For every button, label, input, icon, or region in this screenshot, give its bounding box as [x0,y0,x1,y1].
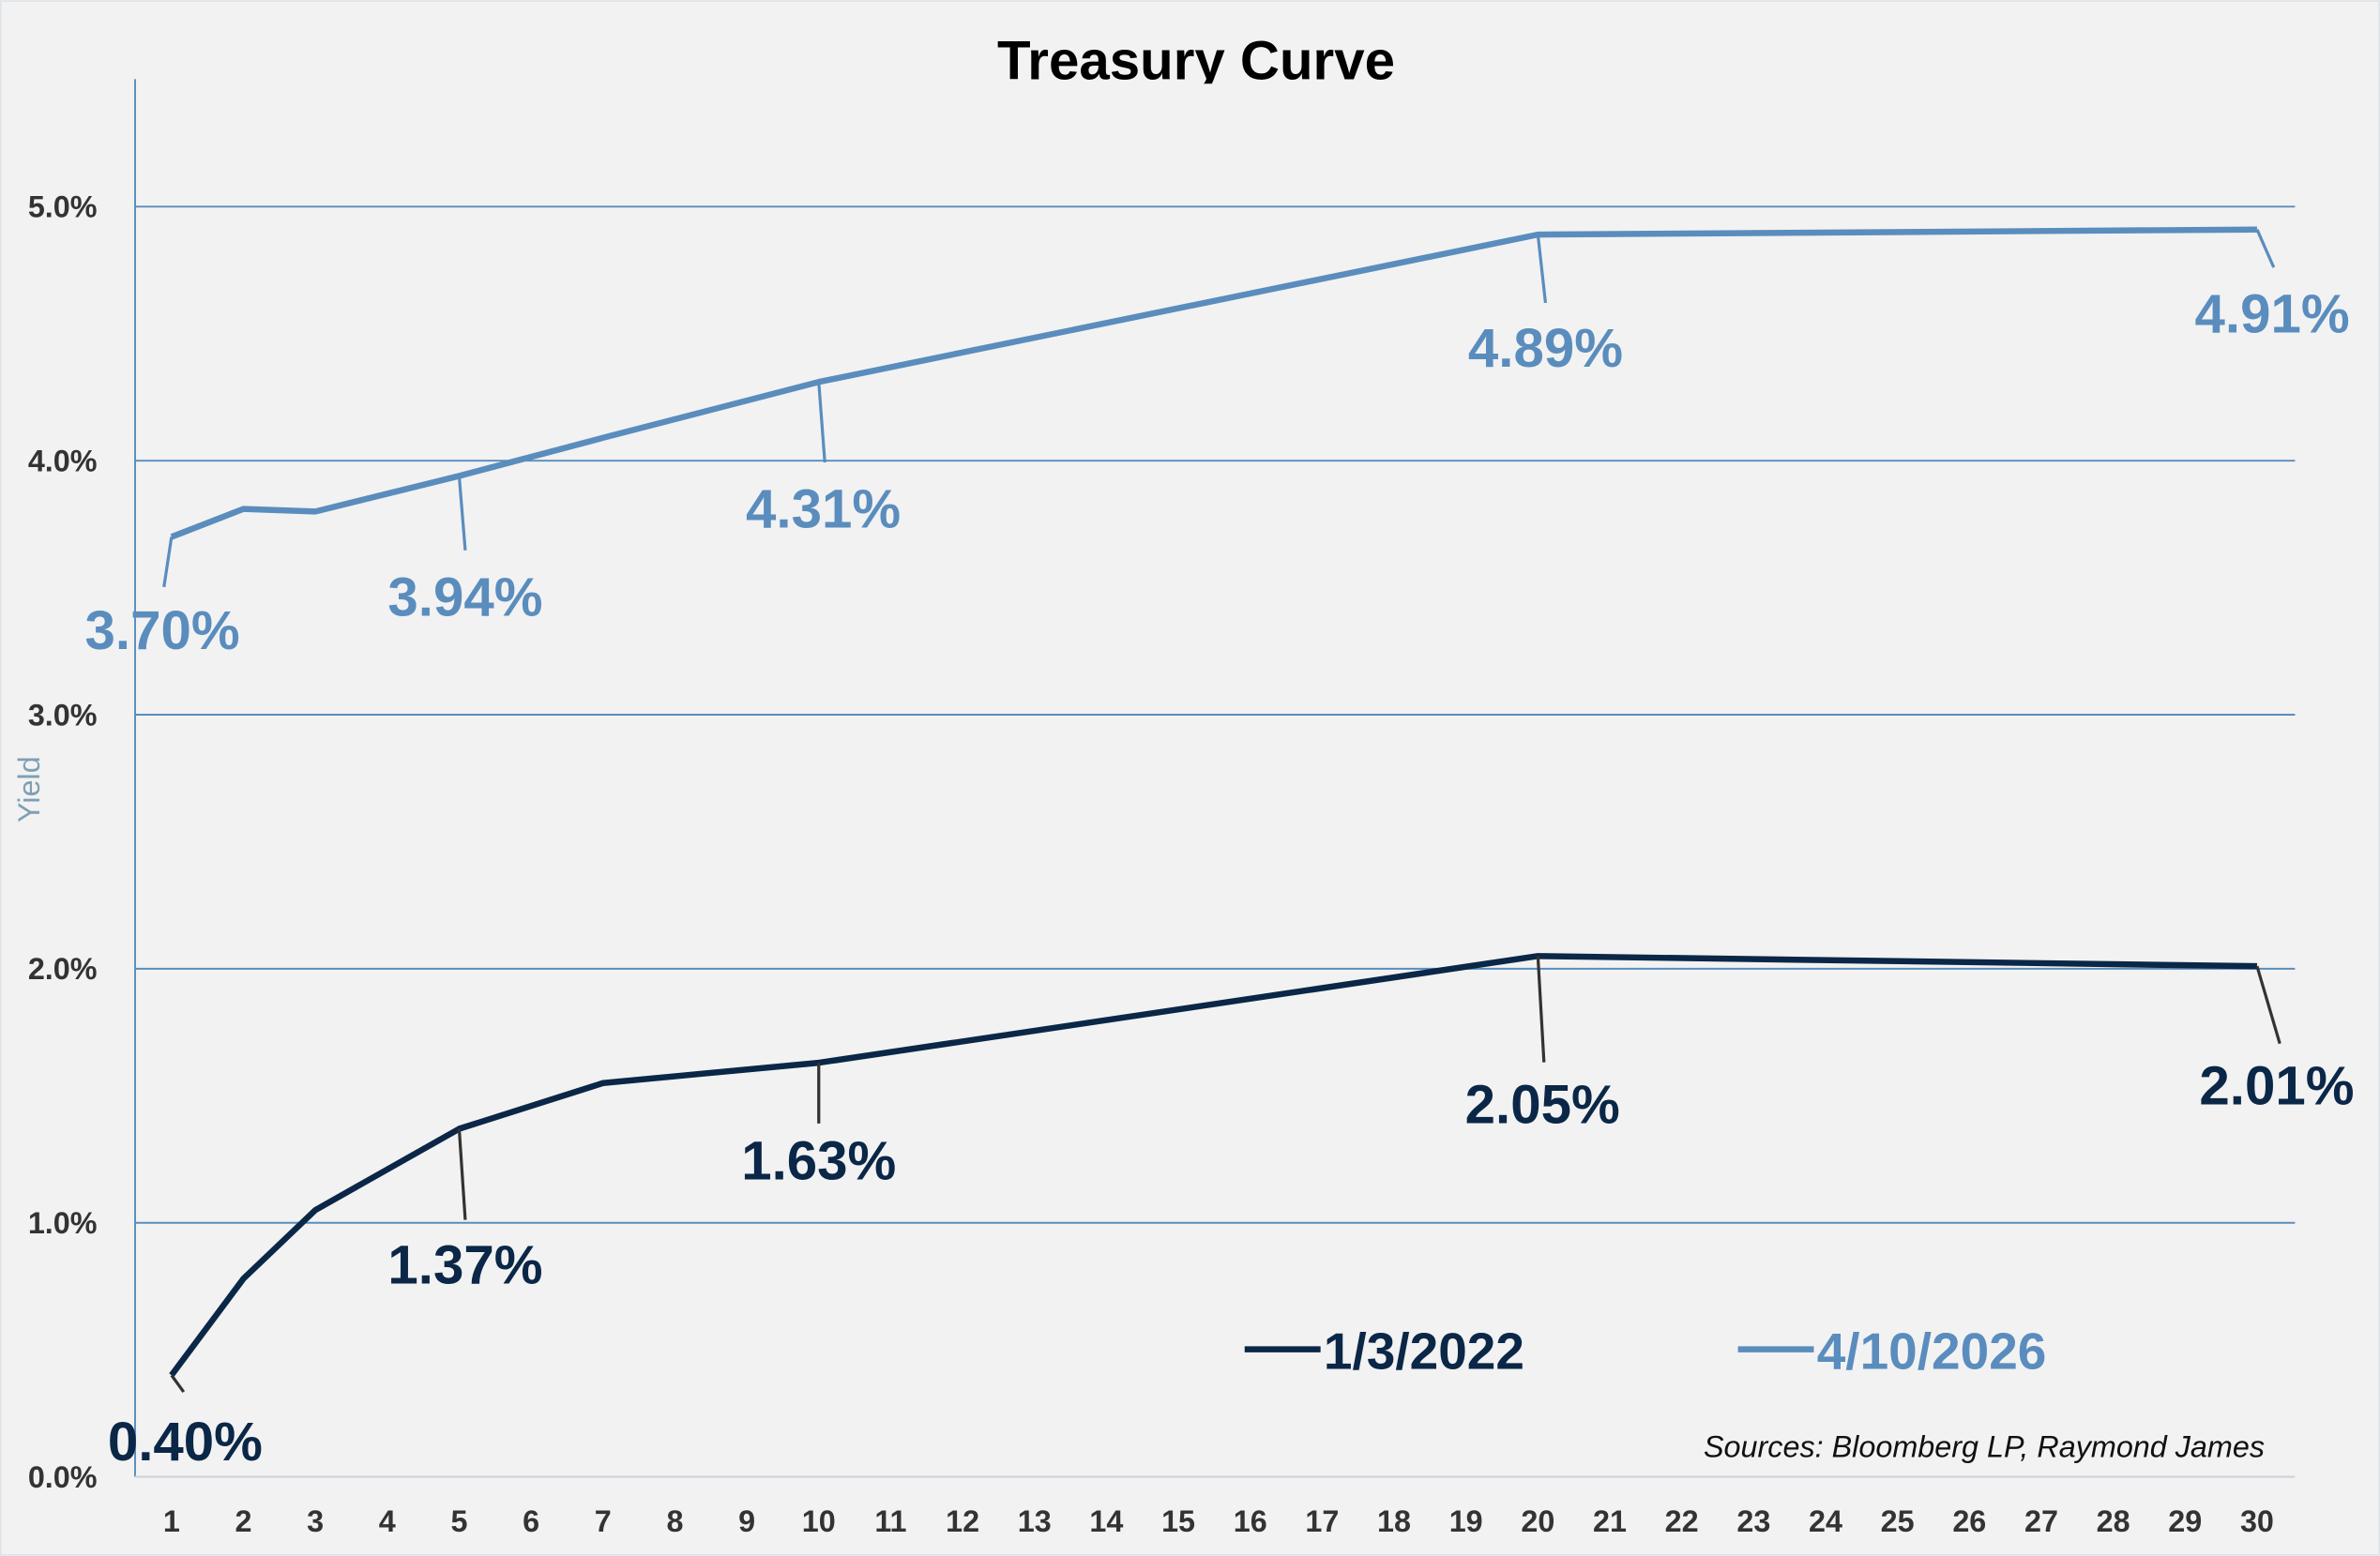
x-tick-label: 2 [235,1504,251,1538]
label-leader-line [817,382,826,463]
label-leader-line [2255,965,2281,1045]
x-tick-label: 17 [1305,1504,1339,1538]
series-line-2022 [169,953,2257,1378]
x-tick-label: 8 [666,1504,683,1538]
x-tick-label: 10 [802,1504,836,1538]
x-tick-label: 30 [2240,1504,2274,1538]
data-label: 2.05% [1465,1074,1620,1135]
label-leader-line [170,1374,186,1393]
x-tick-label: 13 [1018,1504,1052,1538]
label-leader-line [1536,234,1548,304]
data-label: 4.31% [746,479,901,540]
x-tick-label: 23 [1736,1504,1770,1538]
x-tick-label: 7 [595,1504,612,1538]
x-tick-label: 5 [450,1504,467,1538]
y-tick-label: 1.0% [28,1206,98,1240]
data-label: 3.70% [85,600,240,661]
x-tick-label: 14 [1089,1504,1123,1538]
chart-title: Treasury Curve [997,30,1395,91]
x-tick-label: 15 [1161,1504,1195,1538]
label-leader-line [457,476,467,551]
legend-label: 4/10/2026 [1817,1322,2047,1381]
label-leader-line [457,1128,467,1220]
series-line-2026 [170,226,2257,540]
data-label: 1.63% [741,1131,896,1192]
x-tick-label: 9 [738,1504,755,1538]
x-tick-label: 25 [1881,1504,1915,1538]
y-tick-label: 3.0% [28,698,98,732]
x-tick-label: 3 [307,1504,324,1538]
label-leader-line [162,536,174,588]
y-tick-label: 0.0% [28,1460,98,1494]
data-label: 4.91% [2195,284,2350,345]
data-label: 0.40% [108,1412,263,1473]
x-tick-label: 18 [1377,1504,1411,1538]
x-tick-label: 20 [1521,1504,1554,1538]
legend-label: 1/3/2022 [1324,1322,1524,1381]
x-tick-label: 19 [1449,1504,1483,1538]
x-tick-label: 22 [1665,1504,1699,1538]
x-tick-label: 27 [2024,1504,2058,1538]
x-tick-label: 4 [379,1504,396,1538]
x-tick-label: 24 [1809,1504,1842,1538]
x-tick-label: 12 [946,1504,979,1538]
y-tick-label: 4.0% [28,445,98,478]
y-tick-label: 2.0% [28,952,98,986]
data-label: 2.01% [2199,1055,2354,1116]
x-tick-label: 11 [874,1504,906,1538]
x-tick-label: 26 [1952,1504,1986,1538]
x-tick-label: 1 [163,1504,180,1538]
x-tick-label: 6 [523,1504,539,1538]
x-tick-label: 28 [2097,1504,2130,1538]
x-tick-label: 29 [2168,1504,2202,1538]
label-leader-line [2255,229,2276,268]
data-label: 3.94% [387,567,542,627]
y-tick-label: 5.0% [28,190,98,224]
x-tick-label: 16 [1234,1504,1267,1538]
source-note: Sources: Bloomberg LP, Raymond James [1704,1430,2265,1464]
label-leader-line [1536,956,1546,1063]
x-tick-label: 21 [1593,1504,1627,1538]
y-axis-label: Yield [12,756,46,823]
data-label: 1.37% [387,1235,542,1296]
data-label: 4.89% [1468,318,1623,379]
